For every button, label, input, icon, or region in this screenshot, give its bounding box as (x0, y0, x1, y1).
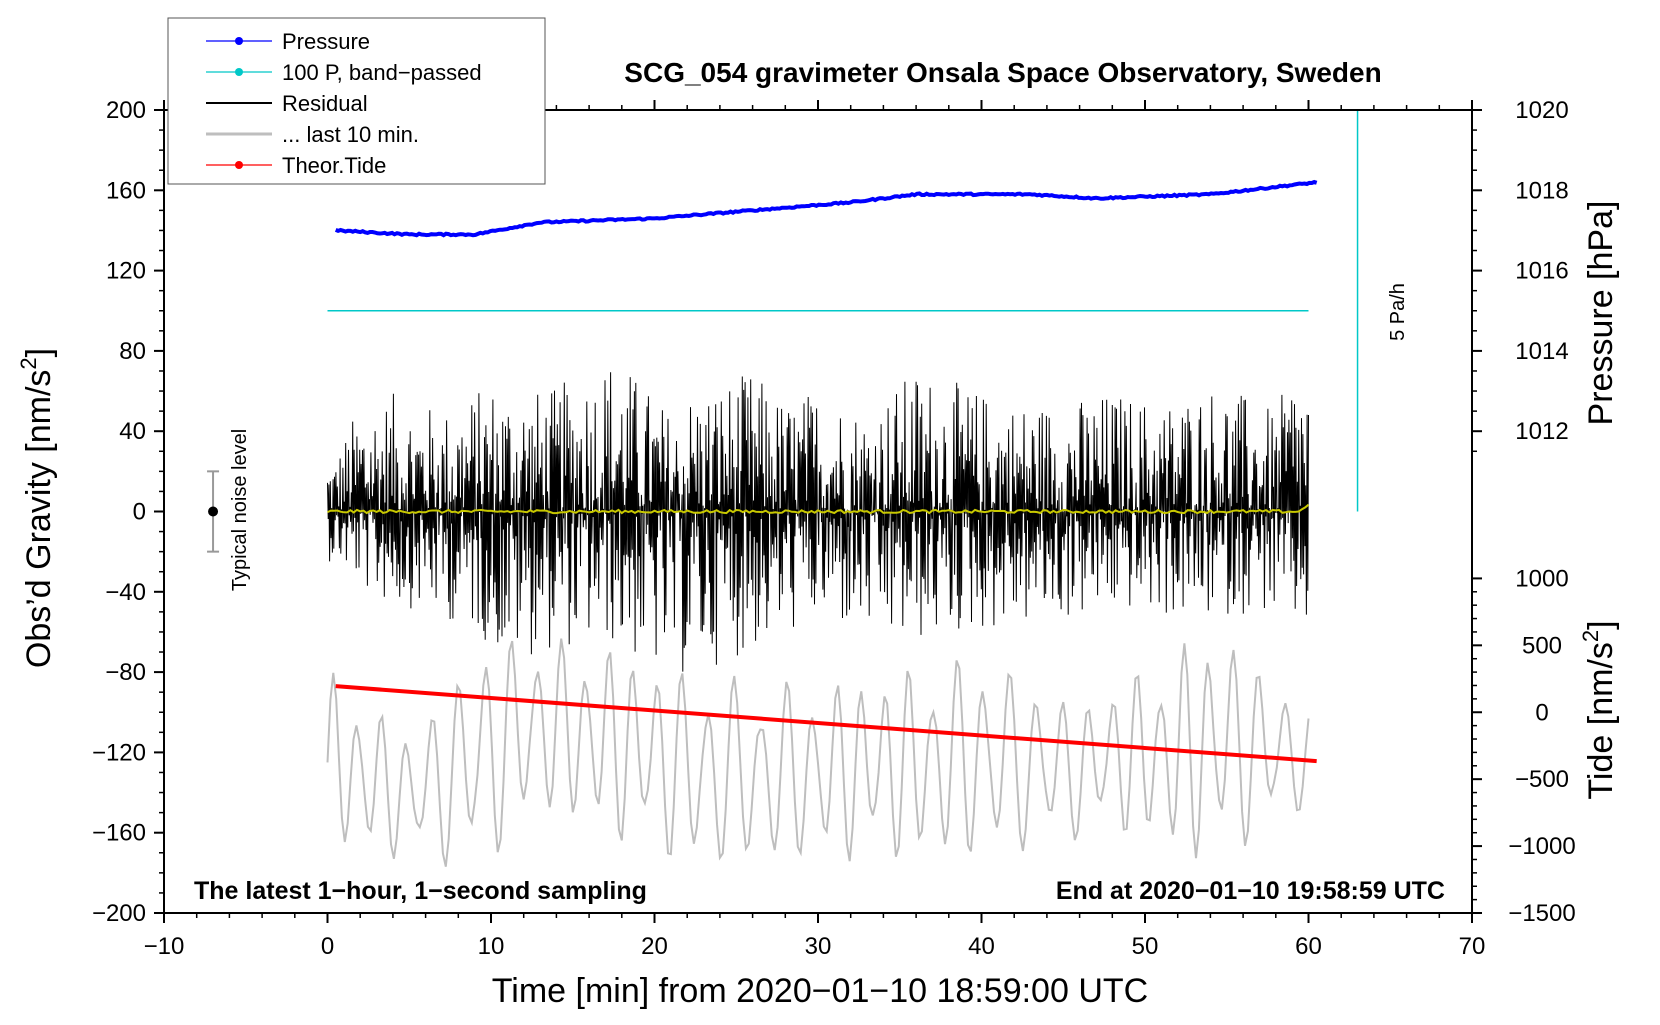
y-axis-label-tide: Tide [nm/s2] (1578, 620, 1620, 799)
tide-tick-label: −500 (1515, 766, 1569, 793)
chart-title: SCG_054 gravimeter Onsala Space Observat… (624, 57, 1381, 88)
residual-smoothed-series-line (327, 503, 1310, 515)
x-tick-label: 50 (1132, 933, 1159, 960)
y-tick-label: −120 (92, 739, 146, 766)
legend-label: ... last 10 min. (282, 122, 419, 147)
last-10-min-series-line (326, 638, 1310, 867)
sampling-annotation: The latest 1−hour, 1−second sampling (194, 877, 647, 905)
legend-box (167, 17, 546, 185)
pressure-tick-label: 1018 (1515, 177, 1568, 204)
tide-tick-label: −1500 (1508, 900, 1575, 927)
legend-marker (235, 37, 243, 45)
tide-tick-label: −1000 (1508, 833, 1575, 860)
noise-level-label: Typical noise level (229, 429, 251, 591)
x-tick-label: 70 (1459, 933, 1486, 960)
legend-marker (235, 161, 243, 169)
pressure-tick-label: 1012 (1515, 418, 1568, 445)
x-tick-label: −10 (144, 933, 185, 960)
y-tick-label: −200 (92, 900, 146, 927)
y-tick-label: 160 (106, 177, 146, 204)
y-tick-label: 80 (119, 338, 146, 365)
tide-tick-label: 1000 (1515, 565, 1568, 592)
x-tick-label: 10 (478, 933, 505, 960)
legend-label: Residual (282, 91, 368, 116)
y-tick-label: −80 (105, 659, 146, 686)
end-time-annotation: End at 2020−01−10 19:58:59 UTC (1056, 877, 1445, 905)
rate-annotation: 5 Pa/h (1387, 283, 1409, 341)
y-tick-label: 200 (106, 97, 146, 124)
y-tick-label: 40 (119, 418, 146, 445)
pressure-tick-label: 1014 (1515, 338, 1568, 365)
x-axis-label: Time [min] from 2020−01−10 18:59:00 UTC (492, 972, 1148, 1010)
y-axis-label-pressure: Pressure [hPa] (1582, 201, 1620, 426)
legend-label: 100 P, band−passed (282, 60, 482, 85)
tide-tick-label: 500 (1522, 632, 1562, 659)
tide-series-line (335, 684, 1317, 764)
x-tick-label: 20 (641, 933, 668, 960)
tide-tick-label: 0 (1535, 699, 1548, 726)
legend-marker (235, 68, 243, 76)
y-tick-label: 120 (106, 258, 146, 285)
y-tick-label: −160 (92, 820, 146, 847)
pressure-series-line (334, 179, 1318, 238)
legend-label: Theor.Tide (282, 153, 386, 178)
y-tick-label: −40 (105, 579, 146, 606)
x-tick-label: 40 (968, 933, 995, 960)
y-tick-label: 0 (133, 499, 146, 526)
residual-series-line (327, 372, 1309, 672)
pressure-tick-label: 1016 (1515, 258, 1568, 285)
y-axis-label-gravity: Obs’d Gravity [nm/s2] (16, 348, 58, 668)
pressure-tick-label: 1020 (1515, 97, 1568, 124)
x-tick-label: 30 (805, 933, 832, 960)
legend-label: Pressure (282, 29, 370, 54)
noise-bar-point (208, 506, 219, 517)
x-tick-label: 0 (321, 933, 334, 960)
x-tick-label: 60 (1295, 933, 1322, 960)
